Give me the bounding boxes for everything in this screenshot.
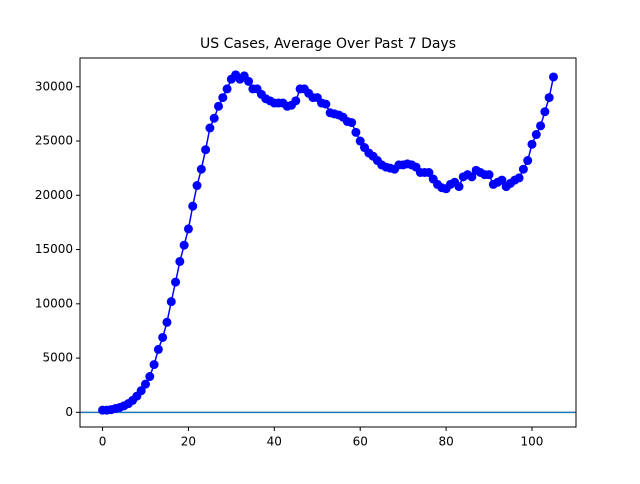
y-tick-label: 0 <box>65 405 73 419</box>
data-point <box>209 113 219 123</box>
data-point <box>179 240 189 250</box>
y-tick-label: 25000 <box>35 134 73 148</box>
data-point <box>548 72 558 82</box>
data-point <box>355 136 365 146</box>
data-point <box>527 139 537 149</box>
chart-title: US Cases, Average Over Past 7 Days <box>200 36 456 52</box>
data-point <box>162 317 172 327</box>
data-point <box>222 84 232 94</box>
data-point <box>149 360 159 370</box>
data-point <box>454 182 464 192</box>
data-point <box>497 175 507 185</box>
y-tick-label: 10000 <box>35 296 73 310</box>
data-point <box>347 118 357 128</box>
data-point <box>244 76 254 86</box>
x-tick-label: 40 <box>267 435 282 449</box>
data-point <box>205 123 215 133</box>
plot-frame <box>79 57 577 428</box>
x-tick-label: 60 <box>353 435 368 449</box>
data-point <box>140 379 150 389</box>
data-point <box>424 167 434 177</box>
data-point <box>531 130 541 140</box>
data-point <box>166 297 176 307</box>
data-point <box>514 173 524 183</box>
data-point <box>145 372 155 382</box>
x-tick-label: 80 <box>438 435 453 449</box>
data-point <box>158 332 168 342</box>
data-point <box>321 99 331 109</box>
data-point <box>188 201 198 211</box>
y-tick-label: 30000 <box>35 79 73 93</box>
data-point <box>467 172 477 182</box>
data-point <box>175 256 185 266</box>
data-point <box>213 101 223 111</box>
x-tick-label: 20 <box>181 435 196 449</box>
data-point <box>136 386 146 396</box>
data-point <box>518 164 528 174</box>
data-point <box>544 93 554 103</box>
data-point <box>183 224 193 234</box>
data-point <box>523 156 533 166</box>
data-point <box>218 93 228 103</box>
data-point <box>351 127 361 137</box>
x-tick-label: 100 <box>521 435 544 449</box>
data-point <box>291 96 301 106</box>
x-tick-label: 0 <box>99 435 107 449</box>
data-point <box>171 277 181 287</box>
data-point <box>201 145 211 155</box>
y-tick-label: 20000 <box>35 188 73 202</box>
data-point <box>540 107 550 117</box>
y-tick-label: 5000 <box>42 351 73 365</box>
data-point <box>484 170 494 180</box>
data-point <box>192 181 202 191</box>
data-point <box>536 121 546 131</box>
data-point <box>196 164 206 174</box>
data-point <box>153 344 163 354</box>
y-tick-label: 15000 <box>35 242 73 256</box>
